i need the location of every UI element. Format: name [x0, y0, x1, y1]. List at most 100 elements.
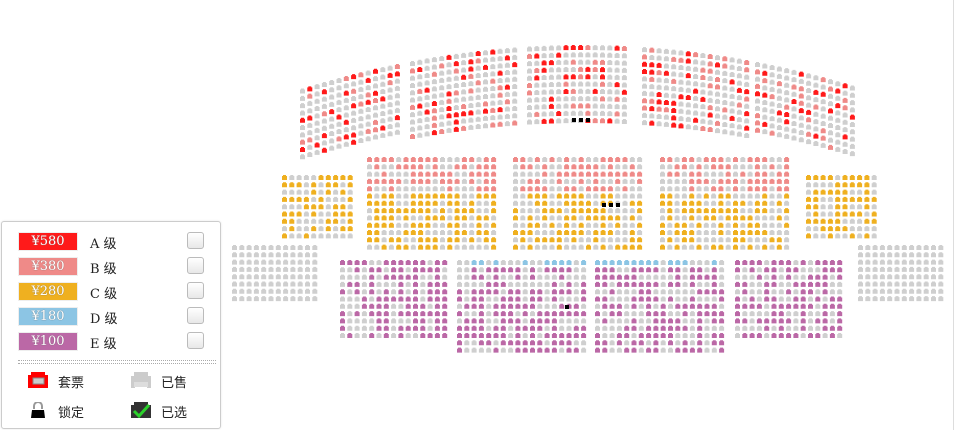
seat-sold[interactable] — [578, 81, 584, 87]
seat-grade-c[interactable] — [754, 200, 760, 206]
seat-grade-e[interactable] — [508, 340, 514, 346]
seat-grade-b[interactable] — [722, 63, 728, 69]
seat-grade-c[interactable] — [871, 211, 877, 217]
seat-sold[interactable] — [303, 189, 309, 195]
seat-sold[interactable] — [729, 57, 735, 63]
seat-grade-c[interactable] — [586, 208, 591, 214]
seat-grade-e[interactable] — [478, 325, 484, 331]
seat-sold[interactable] — [297, 266, 303, 272]
seat-sold[interactable] — [581, 274, 587, 280]
seat-sold[interactable] — [769, 193, 775, 199]
seat-sold[interactable] — [439, 56, 445, 62]
seat-grade-b[interactable] — [490, 107, 496, 113]
seat-grade-b[interactable] — [373, 98, 378, 104]
seat-sold[interactable] — [719, 260, 725, 265]
seat-sold[interactable] — [573, 296, 579, 302]
seat-sold[interactable] — [857, 218, 863, 224]
seat-sold[interactable] — [483, 123, 488, 129]
seat-grade-e[interactable] — [771, 303, 777, 309]
seat-grade-c[interactable] — [871, 218, 877, 224]
seat-grade-c[interactable] — [303, 196, 309, 202]
seat-sold[interactable] — [784, 82, 790, 88]
seat-sold[interactable] — [671, 49, 677, 55]
seat-grade-e[interactable] — [464, 325, 470, 331]
seat-grade-b[interactable] — [813, 104, 819, 110]
seat-grade-e[interactable] — [602, 267, 608, 273]
seat-grade-b[interactable] — [490, 78, 496, 84]
seat-sold[interactable] — [668, 289, 673, 295]
seat-sold[interactable] — [820, 84, 826, 90]
seat-sold[interactable] — [336, 92, 342, 98]
seat-grade-a[interactable] — [548, 60, 554, 66]
seat-sold[interactable] — [290, 259, 296, 265]
seat-sold[interactable] — [439, 99, 445, 105]
seat-grade-b[interactable] — [497, 92, 503, 98]
seat-grade-e[interactable] — [566, 333, 572, 338]
seat-grade-c[interactable] — [289, 218, 295, 224]
seat-grade-b[interactable] — [733, 157, 738, 162]
seat-sold[interactable] — [756, 289, 762, 295]
seat-sold[interactable] — [347, 189, 353, 195]
seat-sold[interactable] — [522, 333, 528, 338]
seat-grade-b[interactable] — [696, 178, 702, 184]
seat-sold[interactable] — [755, 105, 760, 111]
seat-grade-c[interactable] — [388, 208, 394, 214]
seat-sold[interactable] — [403, 193, 409, 199]
seat-sold[interactable] — [909, 259, 915, 265]
seat-grade-d[interactable] — [624, 260, 630, 265]
seat-sold[interactable] — [667, 164, 673, 170]
seat-sold[interactable] — [497, 63, 503, 69]
seat-sold[interactable] — [616, 296, 622, 302]
seat-sold[interactable] — [749, 318, 755, 324]
seat-sold[interactable] — [813, 97, 819, 103]
seat-grade-e[interactable] — [361, 260, 367, 265]
seat-grade-b[interactable] — [762, 171, 768, 177]
seat-sold[interactable] — [548, 67, 554, 73]
seat-sold[interactable] — [689, 260, 695, 265]
seat-grade-c[interactable] — [289, 211, 295, 217]
seat-grade-b[interactable] — [425, 178, 431, 184]
seat-sold[interactable] — [660, 340, 666, 346]
seat-sold[interactable] — [660, 215, 665, 221]
seat-grade-e[interactable] — [697, 267, 703, 273]
seat-grade-c[interactable] — [754, 230, 760, 235]
seat-grade-e[interactable] — [551, 267, 557, 273]
seat-grade-e[interactable] — [735, 260, 740, 265]
seat-sold[interactable] — [403, 237, 409, 243]
seat-sold[interactable] — [534, 82, 540, 88]
seat-sold[interactable] — [549, 171, 555, 177]
seat-grade-b[interactable] — [300, 139, 305, 145]
seat-sold[interactable] — [703, 244, 709, 250]
seat-grade-c[interactable] — [311, 226, 317, 232]
seat-grade-c[interactable] — [403, 208, 409, 214]
seat-grade-e[interactable] — [719, 340, 725, 346]
seat-sold[interactable] — [388, 244, 394, 250]
seat-grade-e[interactable] — [478, 333, 484, 338]
seat-sold[interactable] — [522, 281, 528, 287]
seat-grade-e[interactable] — [595, 267, 600, 273]
seat-sold[interactable] — [923, 259, 929, 265]
seat-grade-c[interactable] — [762, 230, 768, 235]
seat-sold[interactable] — [711, 200, 717, 206]
seat-grade-e[interactable] — [442, 325, 448, 331]
seat-grade-c[interactable] — [571, 208, 577, 214]
seat-sold[interactable] — [513, 186, 518, 192]
seat-sold[interactable] — [314, 84, 320, 90]
seat-grade-c[interactable] — [483, 215, 489, 221]
seat-grade-b[interactable] — [343, 75, 349, 81]
seat-sold[interactable] — [534, 46, 540, 52]
seat-grade-c[interactable] — [340, 204, 346, 210]
seat-grade-e[interactable] — [697, 325, 703, 331]
seat-grade-e[interactable] — [537, 325, 543, 331]
seat-grade-e[interactable] — [573, 333, 579, 338]
seat-sold[interactable] — [784, 215, 790, 221]
seat-grade-c[interactable] — [849, 211, 855, 217]
seat-grade-c[interactable] — [842, 175, 848, 180]
seat-grade-a[interactable] — [656, 99, 662, 105]
seat-sold[interactable] — [307, 122, 313, 128]
seat-sold[interactable] — [329, 116, 335, 122]
seat-sold[interactable] — [923, 296, 929, 302]
seat-sold[interactable] — [354, 296, 360, 302]
seat-grade-a[interactable] — [671, 108, 677, 114]
seat-grade-e[interactable] — [434, 260, 440, 265]
